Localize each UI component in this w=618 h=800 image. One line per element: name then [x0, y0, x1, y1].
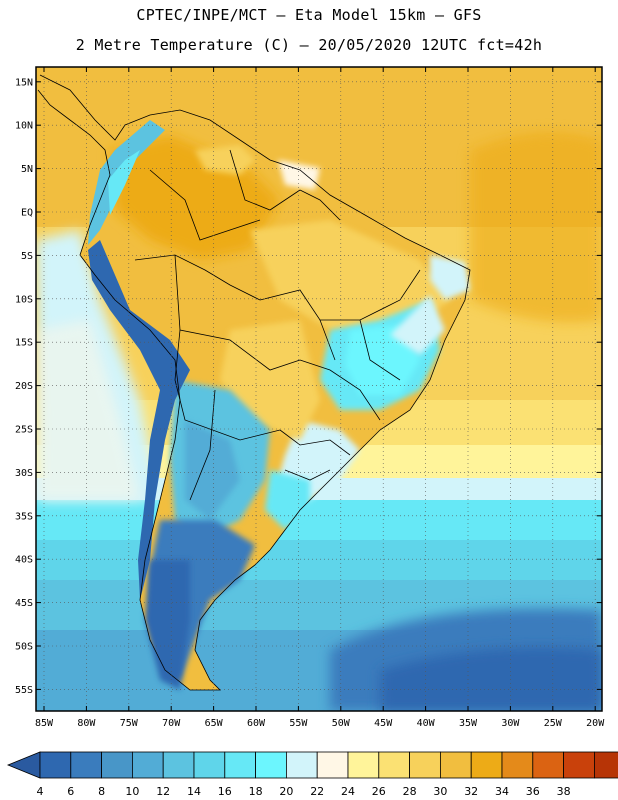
colorbar-label: 36 [526, 785, 540, 798]
colorbar-swatch [470, 751, 503, 779]
colorbar-label: 34 [495, 785, 509, 798]
colorbar-swatch [532, 751, 564, 779]
colorbar-swatch [224, 751, 257, 779]
colorbar-swatch [409, 751, 441, 779]
lat-tick-label: 40S [15, 555, 33, 566]
lon-tick-label: 40W [417, 718, 436, 729]
lat-tick-label: 30S [15, 468, 33, 479]
temperature-field [36, 67, 602, 711]
lon-tick-label: 75W [120, 718, 139, 729]
lon-tick-label: 60W [247, 718, 266, 729]
colorbar-label: 38 [557, 785, 571, 798]
colorbar-label: 14 [187, 785, 201, 798]
colorbar-label: 10 [125, 785, 139, 798]
lat-tick-label: 55S [15, 685, 33, 696]
lat-tick-label: 35S [15, 511, 33, 522]
colorbar-swatch [439, 751, 472, 779]
colorbar-label: 20 [279, 785, 293, 798]
colorbar-swatch [378, 751, 410, 779]
colorbar-swatch [594, 751, 618, 779]
colorbar-label: 32 [464, 785, 478, 798]
colorbar-label: 18 [249, 785, 263, 798]
lat-tick-label: 5N [21, 164, 33, 175]
colorbar-swatch [193, 751, 226, 779]
colorbar-swatch [39, 751, 72, 779]
colorbar-swatch [285, 751, 318, 779]
colorbar-label: 12 [156, 785, 170, 798]
colorbar-label: 26 [372, 785, 386, 798]
lat-tick-label: 15S [15, 338, 33, 349]
longitude-axis: 85W 80W 75W 70W 65W 60W 55W 50W 45W 40W 35W 30W 25W 2… [35, 67, 605, 729]
colorbar-under-arrow [6, 751, 41, 779]
colorbar-label: 22 [310, 785, 324, 798]
colorbar: 4 6 8 10 12 14 16 18 20 22 24 26 28 30 32 34 36 38 [6, 751, 618, 798]
title-line-2: 2 Metre Temperature (C) – 20/05/2020 12U… [75, 36, 543, 54]
colorbar-label: 8 [98, 785, 105, 798]
colorbar-swatch [501, 751, 534, 779]
colorbar-label: 6 [67, 785, 74, 798]
colorbar-label: 28 [403, 785, 417, 798]
lon-tick-label: 65W [205, 718, 224, 729]
lon-tick-label: 25W [544, 718, 563, 729]
lat-tick-label: 10N [15, 121, 33, 132]
colorbar-label: 4 [37, 785, 44, 798]
colorbar-swatch [70, 751, 103, 779]
lat-tick-label: 50S [15, 642, 33, 653]
lon-tick-label: 85W [35, 718, 54, 729]
lat-tick-label: 15N [15, 77, 33, 88]
colorbar-swatch [563, 751, 595, 779]
colorbar-label: 24 [341, 785, 355, 798]
lon-tick-label: 80W [77, 718, 96, 729]
lon-tick-label: 70W [162, 718, 181, 729]
colorbar-label: 30 [433, 785, 447, 798]
political-borders [37, 74, 471, 691]
lon-tick-label: 35W [459, 718, 478, 729]
map-frame [35, 66, 603, 712]
colorbar-swatch [162, 751, 195, 779]
lat-tick-label: 5S [21, 251, 33, 262]
graticule [36, 67, 602, 711]
colorbar-label: 16 [218, 785, 232, 798]
title-line-1: CPTEC/INPE/MCT – Eta Model 15km – GFS [136, 6, 482, 24]
colorbar-swatch [101, 751, 133, 779]
lon-tick-label: 55W [289, 718, 308, 729]
colorbar-swatch [131, 751, 164, 779]
colorbar-swatch [255, 751, 287, 779]
lat-tick-label: EQ [21, 208, 33, 219]
lon-tick-label: 30W [501, 718, 520, 729]
lat-tick-label: 25S [15, 425, 33, 436]
lon-tick-label: 50W [332, 718, 351, 729]
latitude-axis: 15N 10N 5N EQ 5S 10S 15S 20S 25S 30S 35S 40S 45S 50S 5… [15, 77, 602, 696]
colorbar-swatch [316, 751, 349, 779]
lon-tick-label: 20W [586, 718, 605, 729]
lon-tick-label: 45W [374, 718, 393, 729]
colorbar-swatch [347, 751, 380, 779]
lat-tick-label: 20S [15, 381, 33, 392]
lat-tick-label: 45S [15, 598, 33, 609]
lat-tick-label: 10S [15, 294, 33, 305]
